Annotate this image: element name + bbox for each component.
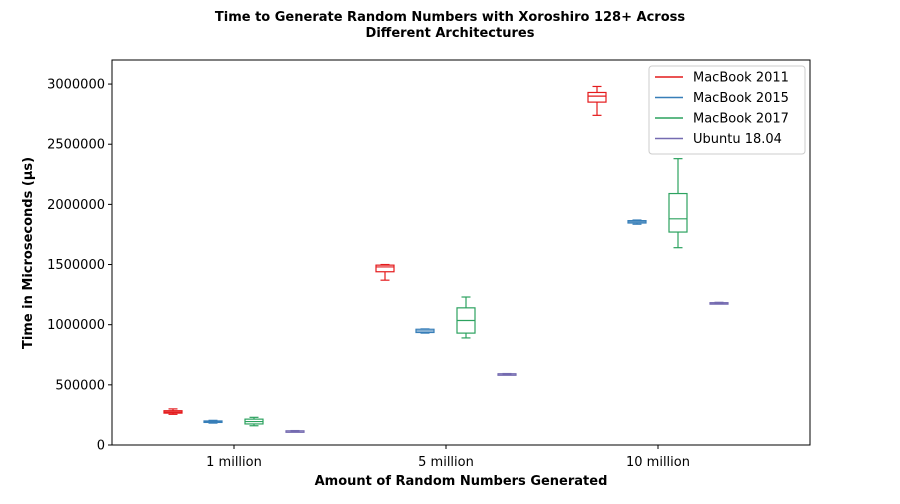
x-tick-label: 1 million bbox=[206, 455, 262, 470]
box bbox=[203, 419, 223, 424]
x-axis: 1 million 5 million 10 million bbox=[206, 445, 690, 470]
chart-title-line: Different Architectures bbox=[366, 26, 535, 41]
plot-area bbox=[111, 59, 811, 446]
box bbox=[244, 416, 264, 427]
box bbox=[668, 158, 688, 249]
chart-title-line: Time to Generate Random Numbers with Xor… bbox=[215, 10, 685, 25]
box-body bbox=[587, 91, 607, 103]
chart-title: Time to Generate Random Numbers with Xor… bbox=[215, 10, 685, 41]
y-tick-label: 1000000 bbox=[47, 318, 105, 333]
y-axis-label: Time in Microseconds (µs) bbox=[21, 157, 36, 349]
legend-label: MacBook 2011 bbox=[693, 71, 789, 86]
box bbox=[163, 408, 183, 415]
box bbox=[456, 296, 476, 339]
box bbox=[497, 372, 517, 376]
legend-label: Ubuntu 18.04 bbox=[693, 132, 782, 147]
plot-frame bbox=[111, 59, 811, 446]
box bbox=[415, 328, 435, 334]
legend-frame bbox=[648, 65, 806, 155]
series-macbook-2011 bbox=[163, 85, 607, 415]
legend-item: MacBook 2017 bbox=[655, 112, 789, 127]
x-tick-label: 10 million bbox=[626, 455, 690, 470]
y-tick-label: 2000000 bbox=[47, 198, 105, 213]
box bbox=[627, 219, 647, 225]
box bbox=[709, 301, 729, 305]
y-axis: 0 500000 1000000 1500000 2000000 2500000 30000… bbox=[47, 78, 112, 454]
box bbox=[285, 429, 305, 433]
x-tick-label: 5 million bbox=[418, 455, 474, 470]
y-tick-label: 3000000 bbox=[47, 78, 105, 93]
legend: MacBook 2011 MacBook 2015 MacBook 2017 Ubun… bbox=[648, 65, 806, 155]
series-macbook-2015 bbox=[203, 219, 647, 424]
legend-label: MacBook 2017 bbox=[693, 112, 789, 127]
legend-item: Ubuntu 18.04 bbox=[655, 132, 782, 147]
box bbox=[375, 263, 395, 281]
legend-item: MacBook 2011 bbox=[655, 71, 789, 86]
y-tick-label: 0 bbox=[97, 439, 105, 454]
box-body bbox=[375, 264, 395, 273]
box bbox=[587, 85, 607, 116]
x-axis-label: Amount of Random Numbers Generated bbox=[315, 474, 608, 489]
y-tick-label: 2500000 bbox=[47, 138, 105, 153]
legend-label: MacBook 2015 bbox=[693, 91, 789, 106]
y-tick-label: 1500000 bbox=[47, 258, 105, 273]
series-ubuntu-18-04 bbox=[285, 301, 729, 433]
y-tick-label: 500000 bbox=[55, 378, 105, 393]
box-body bbox=[668, 192, 688, 233]
series-macbook-2017 bbox=[244, 158, 688, 427]
legend-item: MacBook 2015 bbox=[655, 91, 789, 106]
